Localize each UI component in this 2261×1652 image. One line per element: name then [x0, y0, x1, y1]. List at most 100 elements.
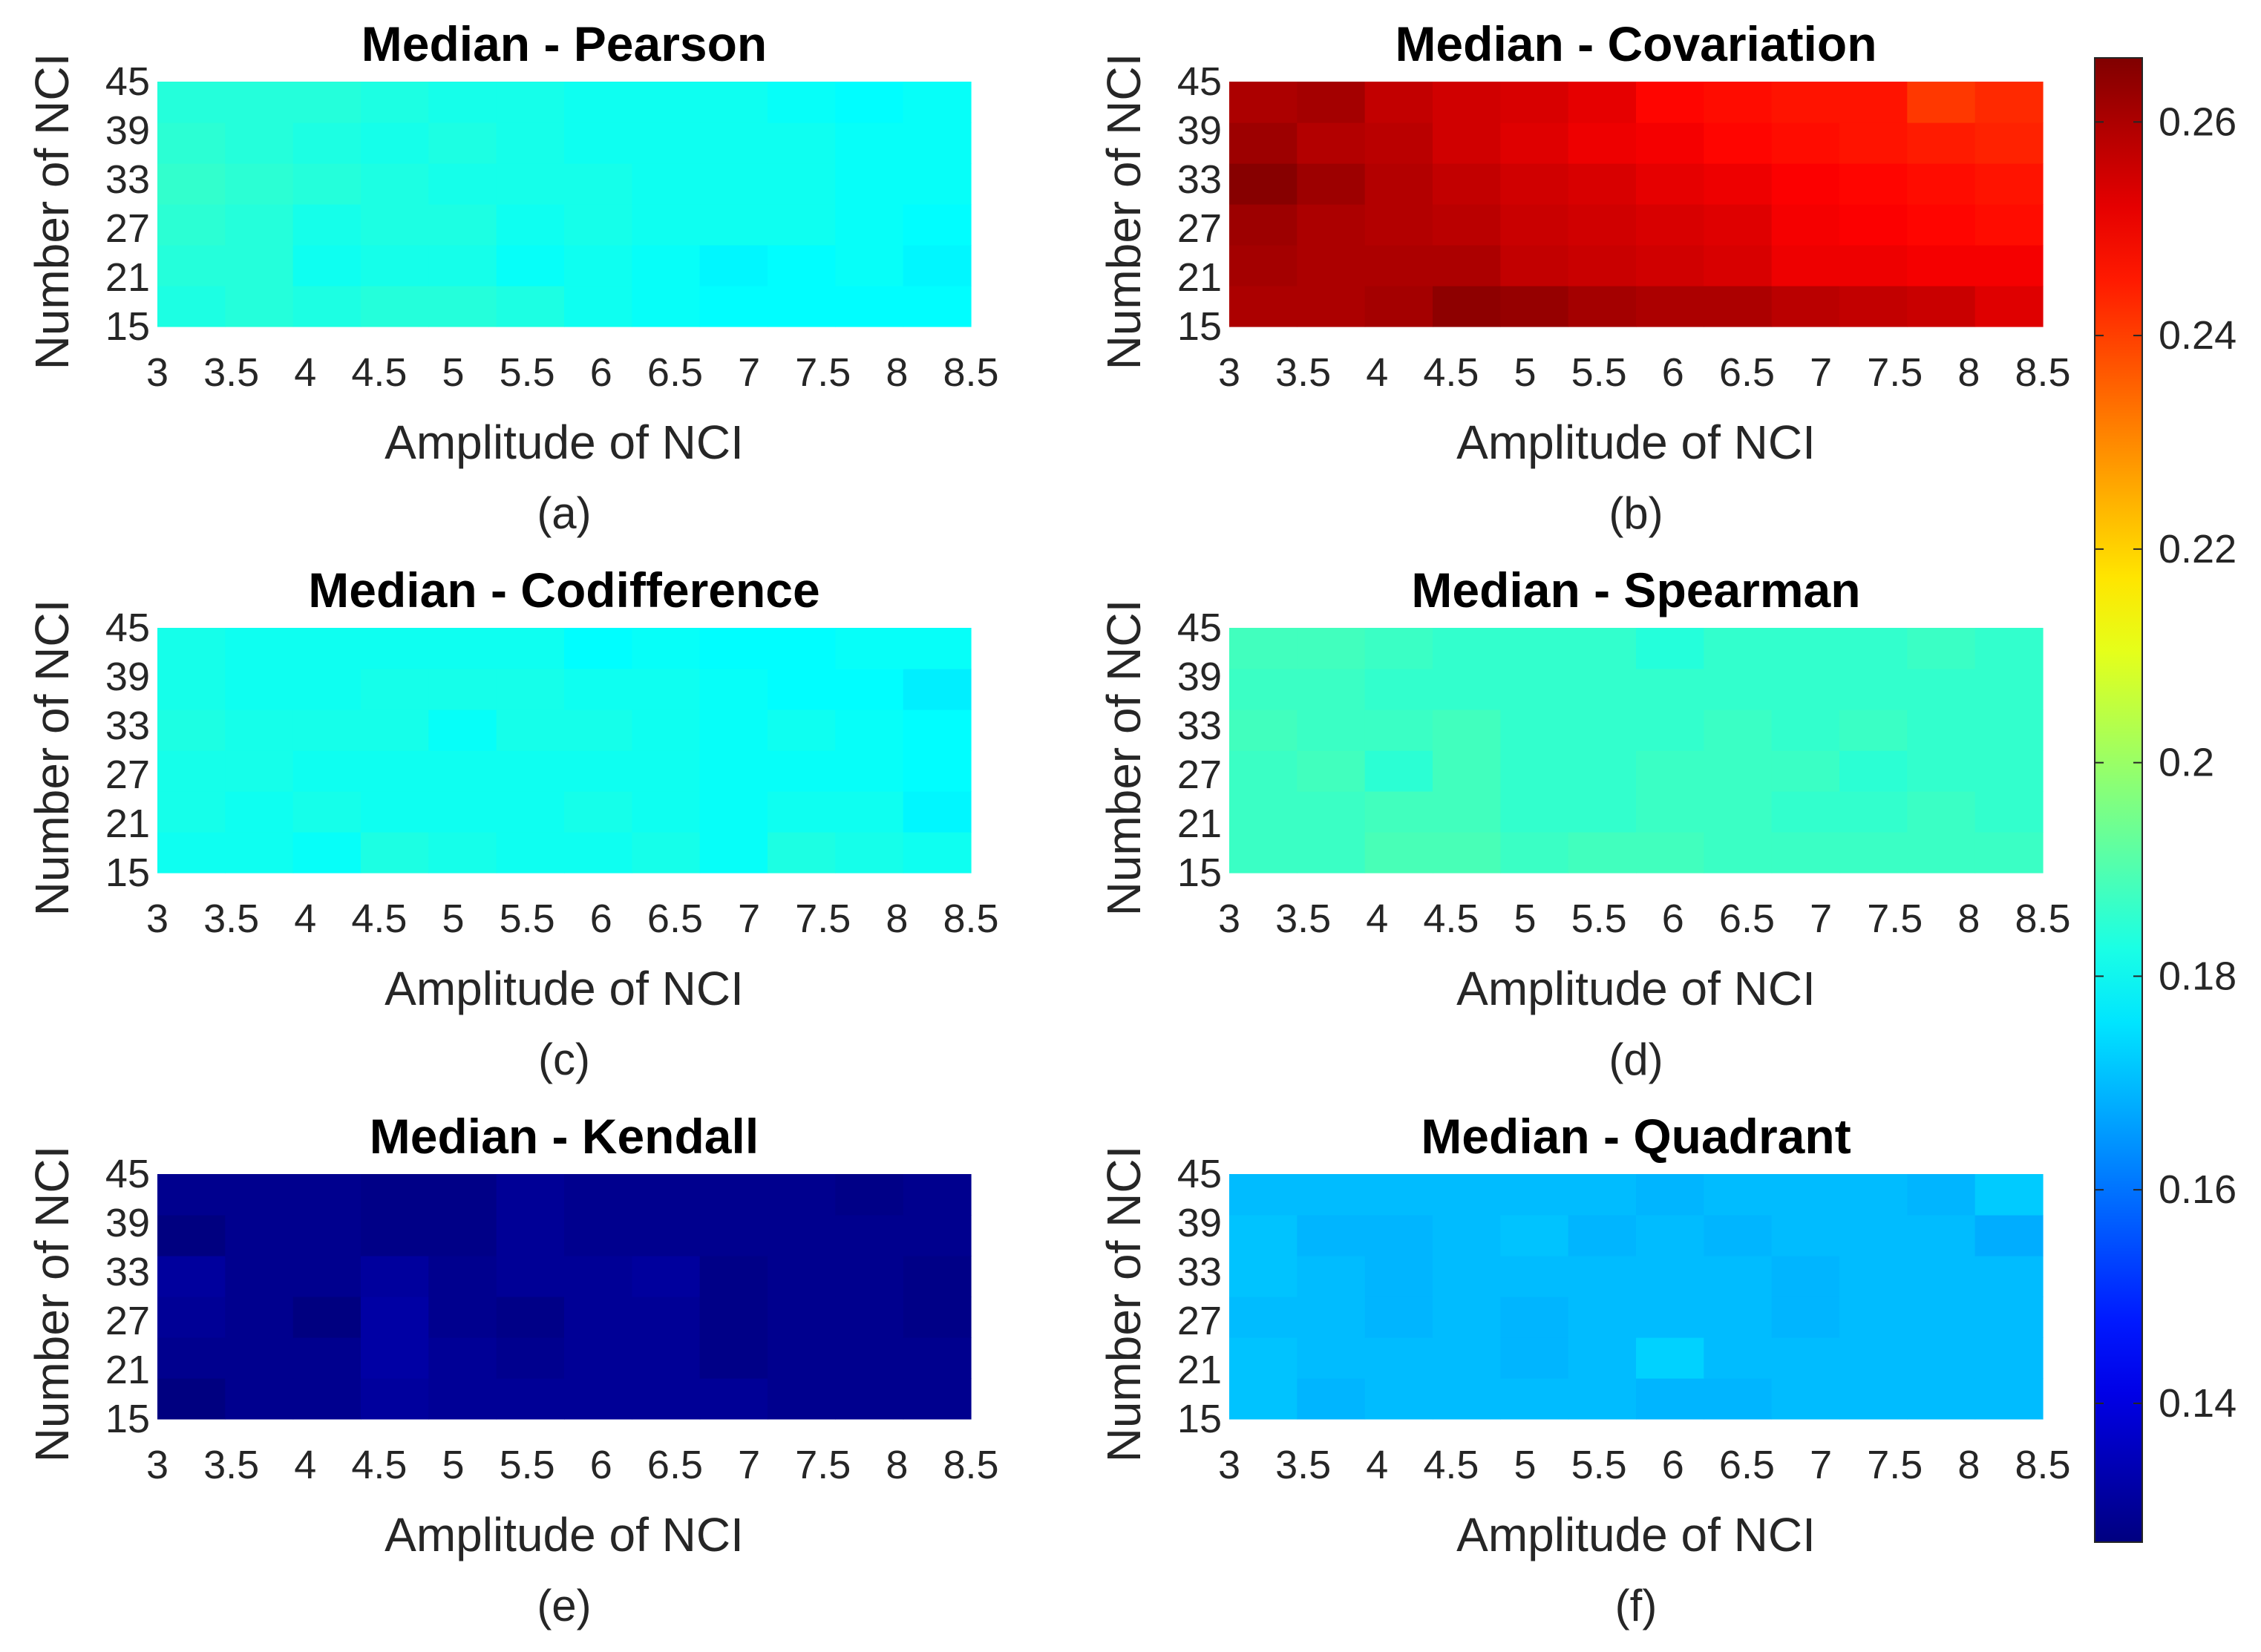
y-axis-label: Number of NCI [25, 600, 79, 917]
x-tick-label: 3.5 [203, 1443, 259, 1487]
heatmap-cell [564, 628, 632, 669]
heatmap-cell [1568, 122, 1637, 164]
heatmap-cell [1771, 163, 1840, 205]
heatmap-cell [1839, 1297, 1908, 1338]
heatmap-cell [361, 286, 429, 327]
heatmap-cell [835, 1297, 904, 1338]
heatmap-cell [1771, 750, 1840, 792]
heatmap-cell [835, 1337, 904, 1379]
heatmap-cell [1704, 669, 1773, 710]
heatmap-cell [157, 791, 226, 833]
heatmap-cell [1771, 791, 1840, 833]
x-tick-label: 5 [442, 1443, 465, 1487]
x-tick-label: 4.5 [351, 350, 407, 395]
heatmap-cell [1364, 163, 1433, 205]
x-axis-label: Amplitude of NCI [385, 416, 744, 469]
heatmap-cell [1771, 82, 1840, 123]
y-tick-label: 15 [105, 1397, 150, 1441]
x-tick-label: 8 [886, 897, 908, 941]
heatmap-cell [1636, 1215, 1704, 1256]
heatmap-cell [564, 750, 632, 792]
heatmap-cell [1704, 1174, 1773, 1216]
heatmap-cell [1907, 1174, 1976, 1216]
heatmap-cell [1636, 750, 1704, 792]
heatmap-cell [1229, 1215, 1298, 1256]
heatmap-cell [1433, 709, 1501, 751]
heatmap-cell [1433, 245, 1501, 286]
heatmap-cell [632, 245, 701, 286]
heatmap-cell [428, 750, 497, 792]
y-tick-label: 27 [105, 753, 150, 797]
y-tick-label: 39 [1177, 1201, 1222, 1245]
y-tick-label: 39 [1177, 108, 1222, 153]
heatmap-cell [496, 750, 565, 792]
heatmap-cell [361, 1337, 429, 1379]
heatmap-cell [225, 1215, 294, 1256]
heatmap-cell [1364, 628, 1433, 669]
heatmap-cell [1364, 669, 1433, 710]
heatmap-cell [1364, 1297, 1433, 1338]
heatmap-cell [1771, 1378, 1840, 1420]
heatmap-cell [1297, 286, 1366, 327]
heatmap-cell [564, 245, 632, 286]
heatmap-cell [225, 82, 294, 123]
heatmap-cell [1907, 791, 1976, 833]
heatmap-cell [225, 1256, 294, 1297]
heatmap-cell [1636, 1337, 1704, 1379]
heatmap-cell [835, 1256, 904, 1297]
heatmap-cell [1636, 1378, 1704, 1420]
heatmap-cell [496, 1378, 565, 1420]
heatmap-cell [835, 1174, 904, 1216]
heatmap-cell [1229, 628, 1298, 669]
heatmap-cell [428, 709, 497, 751]
x-axis-label: Amplitude of NCI [1456, 416, 1816, 469]
x-tick-label: 5 [1514, 897, 1537, 941]
heatmap-cell [1568, 1174, 1637, 1216]
heatmap-cell [157, 628, 226, 669]
heatmap-cell [632, 286, 701, 327]
heatmap-cell [292, 791, 361, 833]
heatmap-cell [428, 1174, 497, 1216]
heatmap-cell [292, 750, 361, 792]
heatmap-cell [1907, 1378, 1976, 1420]
y-tick-label: 39 [105, 1201, 150, 1245]
heatmap-cell [1907, 750, 1976, 792]
x-tick-label: 4 [294, 350, 316, 395]
heatmap-cell [225, 1297, 294, 1338]
heatmap-cell [292, 709, 361, 751]
heatmap-cell [292, 1174, 361, 1216]
heatmap-cell [903, 832, 972, 873]
x-tick-label: 8 [1957, 1443, 1980, 1487]
heatmap-cell [428, 628, 497, 669]
heatmap-cell [1771, 832, 1840, 873]
heatmap-cell [564, 1215, 632, 1256]
heatmap-cell [1229, 832, 1298, 873]
heatmap-cell [1229, 1174, 1298, 1216]
y-tick-label: 15 [105, 850, 150, 895]
heatmap-cell [225, 1337, 294, 1379]
heatmap-cell [1771, 286, 1840, 327]
heatmap-cell [632, 1337, 701, 1379]
heatmap-cell [1771, 709, 1840, 751]
x-tick-label: 4 [1366, 1443, 1388, 1487]
heatmap-cell [1704, 122, 1773, 164]
y-tick-label: 39 [105, 655, 150, 699]
heatmap-cell [361, 669, 429, 710]
x-tick-label: 8.5 [2015, 1443, 2070, 1487]
heatmap-cell [768, 750, 836, 792]
heatmap-cell [225, 750, 294, 792]
heatmap-cell [1568, 669, 1637, 710]
heatmap-cell [1704, 1337, 1773, 1379]
heatmap-cell [1568, 82, 1637, 123]
x-tick-label: 8.5 [2015, 350, 2070, 395]
heatmap-cell [1636, 1256, 1704, 1297]
heatmap-cell [1907, 669, 1976, 710]
x-tick-label: 7 [1810, 897, 1832, 941]
x-tick-label: 7.5 [1867, 350, 1923, 395]
heatmap-cell [903, 1215, 972, 1256]
x-tick-label: 3.5 [203, 897, 259, 941]
heatmap-cell [1297, 791, 1366, 833]
heatmap-cell [1297, 750, 1366, 792]
heatmap-cell [835, 245, 904, 286]
